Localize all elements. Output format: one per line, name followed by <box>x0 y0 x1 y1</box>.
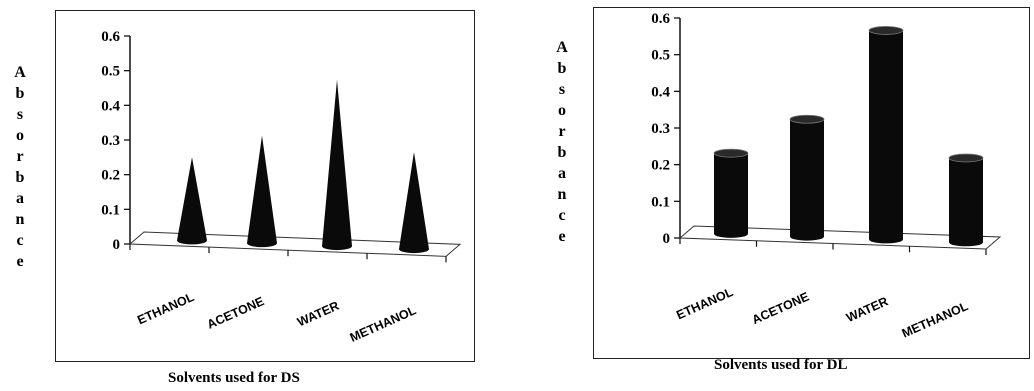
x-axis-title-left: Solvents used for DS <box>168 370 300 386</box>
y-axis-label-letter: s <box>16 106 24 123</box>
y-tick-label: 0.4 <box>101 98 120 114</box>
y-tick-label: 0.2 <box>651 158 670 174</box>
y-axis-label-letter: b <box>557 144 567 161</box>
bar-cylinder-top <box>948 153 984 163</box>
y-tick-label: 0.3 <box>651 121 670 137</box>
y-tick-label: 0.4 <box>651 84 670 100</box>
y-tick-label: 0.5 <box>651 48 670 64</box>
y-tick-label: 0.5 <box>101 64 120 80</box>
x-category-label: ACETONE <box>205 294 266 332</box>
y-axis-label-letter: c <box>16 232 24 249</box>
y-axis-label-letter: A <box>14 64 26 81</box>
y-axis-label-letter: a <box>16 190 24 207</box>
y-tick-label: 0.1 <box>101 202 120 218</box>
x-category-label: METHANOL <box>348 303 419 345</box>
x-category-label: WATER <box>295 299 341 330</box>
y-axis-label-letter: b <box>15 85 25 102</box>
bar-cone <box>322 79 352 251</box>
y-axis-label-letter: r <box>16 148 24 165</box>
y-axis-label-letter: o <box>558 102 566 119</box>
bar-cylinder <box>869 30 903 244</box>
x-category-label: WATER <box>844 294 890 325</box>
y-axis-label-letter: r <box>558 123 566 140</box>
bar-cylinder <box>790 119 824 241</box>
bar-cylinder <box>714 153 748 238</box>
x-category-label: ACETONE <box>750 290 811 328</box>
y-tick-label: 0.3 <box>101 133 120 149</box>
y-axis-label-letter: n <box>557 186 567 203</box>
y-axis-label-letter: e <box>16 253 24 270</box>
y-axis-label-letter: b <box>15 169 25 186</box>
bar-cylinder <box>949 157 983 247</box>
y-tick-label: 0 <box>113 237 121 253</box>
x-category-label: METHANOL <box>900 299 971 341</box>
y-tick-label: 0.2 <box>101 168 120 184</box>
y-axis-label-letter: n <box>15 211 25 228</box>
y-axis-label-letter: A <box>556 39 568 56</box>
y-tick-label: 0.6 <box>651 11 670 27</box>
bar-cone <box>247 135 277 248</box>
chart-floor <box>678 225 1002 250</box>
bar-cylinder-top <box>868 26 904 35</box>
y-axis-label-letter: s <box>558 81 566 98</box>
y-axis-label-letter: o <box>16 127 24 144</box>
x-category-label: ETHANOL <box>135 290 196 328</box>
bar-cone <box>399 152 429 254</box>
chart-floor <box>128 231 462 257</box>
y-axis-label-letter: e <box>558 228 566 245</box>
y-axis-label-letter: a <box>558 165 566 182</box>
x-axis-title-right: Solvents used for DL <box>714 357 848 373</box>
bar-cone <box>177 157 207 245</box>
y-tick-label: 0 <box>663 231 671 247</box>
y-tick-label: 0.6 <box>101 29 120 45</box>
y-axis-label-letter: c <box>558 207 566 224</box>
y-tick-label: 0.1 <box>651 194 670 210</box>
bar-cylinder-top <box>713 148 749 158</box>
bar-cylinder-top <box>789 114 825 124</box>
x-category-label: ETHANOL <box>674 285 735 323</box>
y-axis-label-letter: b <box>557 60 567 77</box>
